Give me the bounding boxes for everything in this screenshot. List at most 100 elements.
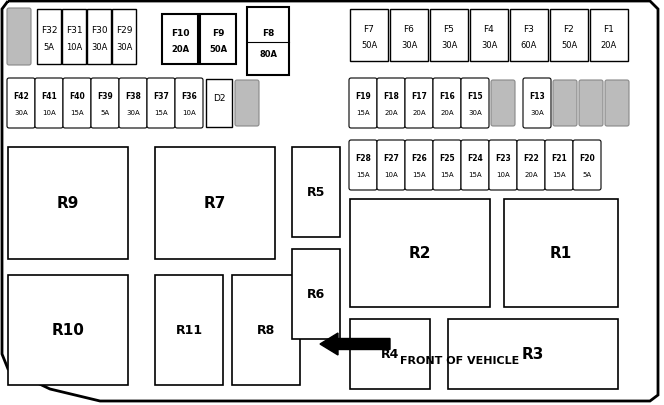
- Bar: [247, 8, 289, 76]
- Bar: [292, 249, 340, 339]
- Text: 30A: 30A: [530, 109, 544, 115]
- Text: 10A: 10A: [496, 171, 510, 177]
- Text: 30A: 30A: [441, 41, 457, 50]
- FancyBboxPatch shape: [63, 79, 91, 129]
- FancyBboxPatch shape: [489, 141, 517, 190]
- Text: F16: F16: [439, 92, 455, 101]
- FancyBboxPatch shape: [147, 79, 175, 129]
- FancyBboxPatch shape: [349, 141, 377, 190]
- Text: F5: F5: [444, 25, 454, 34]
- FancyBboxPatch shape: [35, 79, 63, 129]
- Text: 20A: 20A: [171, 45, 189, 53]
- FancyBboxPatch shape: [377, 79, 405, 129]
- Text: 20A: 20A: [440, 109, 454, 115]
- Bar: [350, 200, 490, 307]
- FancyBboxPatch shape: [91, 79, 119, 129]
- Text: 15A: 15A: [154, 109, 168, 115]
- Text: R1: R1: [550, 246, 572, 261]
- FancyBboxPatch shape: [235, 81, 259, 127]
- Text: R7: R7: [204, 196, 226, 211]
- Text: D2: D2: [212, 94, 225, 102]
- FancyBboxPatch shape: [119, 79, 147, 129]
- FancyBboxPatch shape: [405, 141, 433, 190]
- Text: F36: F36: [181, 92, 197, 101]
- FancyBboxPatch shape: [377, 141, 405, 190]
- Text: F38: F38: [125, 92, 141, 101]
- Bar: [504, 200, 618, 307]
- Text: F40: F40: [69, 92, 85, 101]
- Text: F41: F41: [41, 92, 57, 101]
- Text: R6: R6: [307, 288, 325, 301]
- Text: F10: F10: [171, 30, 189, 38]
- Text: R8: R8: [257, 324, 275, 337]
- Bar: [590, 10, 628, 62]
- Text: R11: R11: [175, 324, 203, 337]
- Text: FRONT OF VEHICLE: FRONT OF VEHICLE: [400, 355, 519, 365]
- Text: 20A: 20A: [412, 109, 426, 115]
- FancyBboxPatch shape: [175, 79, 203, 129]
- FancyBboxPatch shape: [579, 81, 603, 127]
- Bar: [350, 10, 388, 62]
- Text: F3: F3: [523, 25, 535, 34]
- Text: F20: F20: [579, 154, 595, 163]
- FancyBboxPatch shape: [573, 141, 601, 190]
- Bar: [155, 275, 223, 385]
- Text: 50A: 50A: [209, 45, 227, 53]
- Text: F42: F42: [13, 92, 29, 101]
- FancyBboxPatch shape: [517, 141, 545, 190]
- Bar: [470, 10, 508, 62]
- Bar: [37, 10, 61, 65]
- FancyBboxPatch shape: [7, 9, 31, 66]
- Text: 15A: 15A: [356, 171, 370, 177]
- Text: R2: R2: [409, 246, 431, 261]
- Text: F39: F39: [97, 92, 113, 101]
- Bar: [232, 275, 300, 385]
- Text: F4: F4: [483, 25, 495, 34]
- FancyArrow shape: [320, 333, 390, 355]
- Bar: [390, 10, 428, 62]
- Bar: [62, 10, 86, 65]
- Bar: [155, 148, 275, 259]
- Text: 30A: 30A: [116, 43, 132, 52]
- Text: 15A: 15A: [356, 109, 370, 115]
- Bar: [8, 148, 128, 259]
- Text: 30A: 30A: [91, 43, 107, 52]
- Text: 15A: 15A: [70, 109, 84, 115]
- Text: F28: F28: [355, 154, 371, 163]
- Text: F24: F24: [467, 154, 483, 163]
- Text: F7: F7: [364, 25, 374, 34]
- Bar: [200, 15, 236, 65]
- Bar: [430, 10, 468, 62]
- Bar: [292, 148, 340, 237]
- Text: 15A: 15A: [412, 171, 426, 177]
- Bar: [112, 10, 136, 65]
- Text: 50A: 50A: [561, 41, 577, 50]
- Text: F19: F19: [355, 92, 371, 101]
- Text: 5A: 5A: [44, 43, 54, 52]
- Text: 5A: 5A: [582, 171, 592, 177]
- Text: F9: F9: [212, 30, 224, 38]
- Bar: [550, 10, 588, 62]
- Text: 10A: 10A: [66, 43, 82, 52]
- Text: 30A: 30A: [481, 41, 497, 50]
- Bar: [350, 319, 430, 389]
- Bar: [448, 319, 618, 389]
- Text: 15A: 15A: [440, 171, 454, 177]
- Bar: [87, 10, 111, 65]
- Text: F22: F22: [523, 154, 539, 163]
- Text: 50A: 50A: [361, 41, 377, 50]
- PathPatch shape: [2, 2, 658, 401]
- Text: R3: R3: [522, 347, 544, 362]
- Text: 30A: 30A: [468, 109, 482, 115]
- Text: F15: F15: [467, 92, 483, 101]
- FancyBboxPatch shape: [605, 81, 629, 127]
- Text: F23: F23: [495, 154, 511, 163]
- Text: F25: F25: [439, 154, 455, 163]
- Text: 10A: 10A: [384, 171, 398, 177]
- Text: 60A: 60A: [521, 41, 537, 50]
- Bar: [8, 275, 128, 385]
- FancyBboxPatch shape: [433, 79, 461, 129]
- Text: R9: R9: [57, 196, 79, 211]
- Text: F2: F2: [564, 25, 574, 34]
- Text: F6: F6: [404, 25, 414, 34]
